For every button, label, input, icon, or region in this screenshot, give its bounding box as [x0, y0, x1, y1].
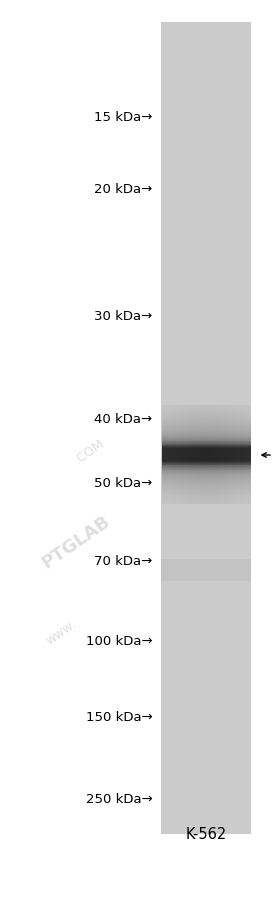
Text: 30 kDa→: 30 kDa→	[94, 309, 153, 322]
Text: 20 kDa→: 20 kDa→	[94, 183, 153, 196]
Text: 150 kDa→: 150 kDa→	[86, 711, 153, 723]
Bar	[161, 559, 251, 582]
Text: 250 kDa→: 250 kDa→	[86, 792, 153, 805]
Text: PTGLAB: PTGLAB	[38, 511, 113, 571]
Text: .COM: .COM	[72, 437, 107, 465]
Text: 100 kDa→: 100 kDa→	[86, 634, 153, 647]
Text: 15 kDa→: 15 kDa→	[94, 111, 153, 124]
Text: K-562: K-562	[185, 825, 227, 841]
Text: 70 kDa→: 70 kDa→	[94, 555, 153, 567]
Text: 50 kDa→: 50 kDa→	[94, 476, 153, 489]
Bar	[161, 23, 251, 834]
Text: 40 kDa→: 40 kDa→	[94, 413, 153, 426]
Text: www.: www.	[44, 616, 79, 647]
